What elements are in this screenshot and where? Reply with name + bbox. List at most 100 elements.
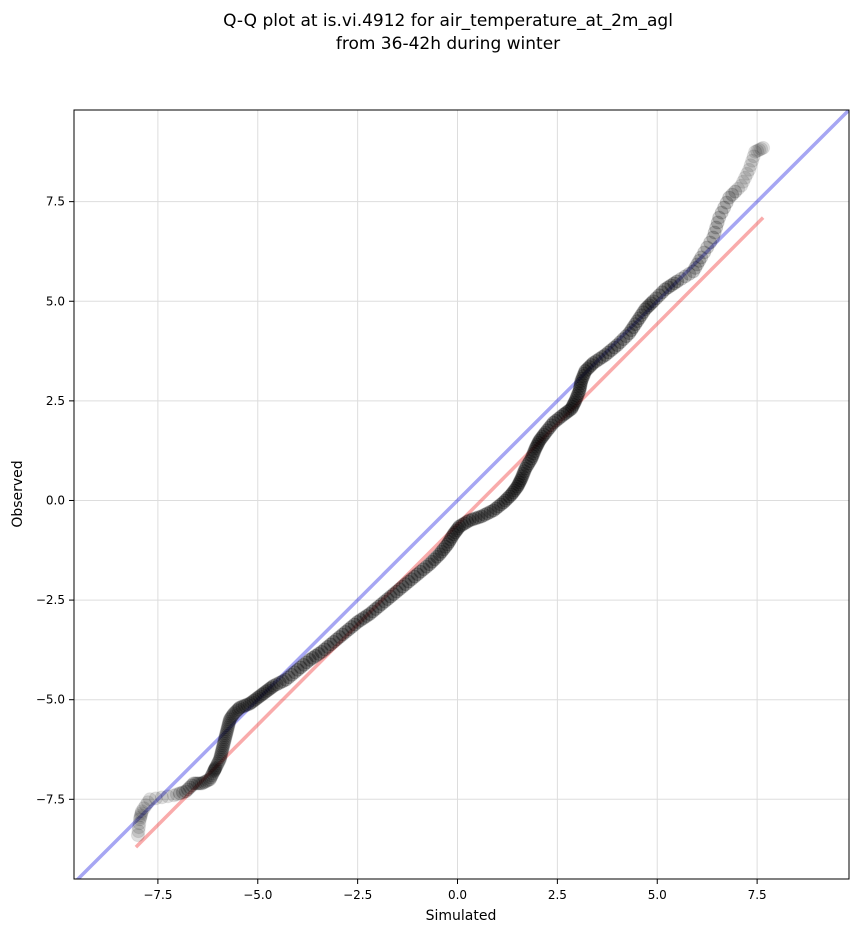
quantile-point bbox=[178, 784, 193, 799]
quantile-point bbox=[488, 501, 503, 516]
quantile-point bbox=[169, 787, 184, 802]
quantile-point bbox=[136, 801, 151, 816]
quantile-point bbox=[225, 708, 240, 723]
y-tick-label: 0.0 bbox=[46, 493, 65, 507]
quantile-point bbox=[416, 562, 431, 577]
quantile-point bbox=[344, 619, 359, 634]
quantile-point bbox=[380, 592, 395, 607]
quantile-point bbox=[448, 525, 463, 540]
quantile-point bbox=[216, 736, 231, 751]
quantile-point bbox=[138, 798, 153, 813]
quantile-point bbox=[465, 512, 480, 527]
quantile-point bbox=[192, 776, 207, 791]
quantile-point bbox=[750, 143, 765, 158]
quantile-point bbox=[296, 657, 311, 672]
quantile-point bbox=[208, 761, 223, 776]
quantile-point bbox=[302, 652, 317, 667]
quantile-point bbox=[692, 253, 707, 268]
quantile-point bbox=[459, 514, 474, 529]
quantile-point bbox=[148, 791, 163, 806]
quantile-point bbox=[222, 714, 237, 729]
quantile-point bbox=[613, 335, 628, 350]
quantile-point bbox=[703, 235, 718, 250]
quantile-point bbox=[745, 153, 760, 168]
quantile-point bbox=[218, 730, 233, 745]
quantile-point bbox=[209, 758, 224, 773]
quantile-point bbox=[142, 792, 157, 807]
quantile-point bbox=[368, 602, 383, 617]
quantile-point bbox=[432, 547, 447, 562]
quantile-point bbox=[326, 634, 341, 649]
quantile-point bbox=[407, 569, 422, 584]
quantile-point bbox=[742, 162, 757, 177]
quantile-point bbox=[624, 323, 639, 338]
quantile-point bbox=[231, 702, 246, 717]
quantile-point bbox=[578, 363, 593, 378]
quantile-point bbox=[510, 479, 525, 494]
quantile-point bbox=[240, 697, 255, 712]
quantile-point bbox=[248, 692, 263, 707]
y-tick-label: 2.5 bbox=[46, 394, 65, 408]
quantile-point bbox=[154, 790, 169, 805]
quantile-point bbox=[570, 388, 585, 403]
quantile-point bbox=[731, 181, 746, 196]
quantile-point bbox=[738, 170, 753, 185]
quantile-point bbox=[556, 407, 571, 422]
quantile-point bbox=[546, 415, 561, 430]
quantile-point bbox=[140, 795, 155, 810]
quantile-point bbox=[252, 689, 267, 704]
quantile-point bbox=[442, 534, 457, 549]
quantile-point bbox=[519, 459, 534, 474]
quantile-point bbox=[667, 276, 682, 291]
quantile-point bbox=[649, 291, 664, 306]
quantile-point bbox=[616, 332, 631, 347]
quantile-point bbox=[353, 613, 368, 628]
quantile-points bbox=[130, 140, 771, 843]
quantile-point bbox=[449, 523, 464, 538]
y-tick-label: −2.5 bbox=[36, 593, 65, 607]
quantile-point bbox=[134, 806, 149, 821]
quantile-point bbox=[542, 420, 557, 435]
quantile-point bbox=[607, 340, 622, 355]
x-tick-label: 7.5 bbox=[748, 888, 767, 902]
quantile-point bbox=[536, 427, 551, 442]
quantile-point bbox=[628, 317, 643, 332]
quantile-point bbox=[186, 776, 201, 791]
quantile-point bbox=[213, 750, 228, 765]
quantile-point bbox=[477, 507, 492, 522]
quantile-point bbox=[134, 804, 149, 819]
quantile-point bbox=[496, 495, 511, 510]
quantile-point bbox=[535, 429, 550, 444]
quantile-point bbox=[493, 497, 508, 512]
quantile-point bbox=[480, 506, 495, 521]
quantile-point bbox=[221, 718, 236, 733]
quantile-point bbox=[452, 519, 467, 534]
quantile-point bbox=[515, 469, 530, 484]
quantile-point bbox=[275, 674, 290, 689]
quantile-point bbox=[198, 774, 213, 789]
quantile-point bbox=[341, 622, 356, 637]
quantile-point bbox=[626, 320, 641, 335]
quantile-point bbox=[229, 703, 244, 718]
quantile-point bbox=[577, 366, 592, 381]
x-tick-label: 0.0 bbox=[448, 888, 467, 902]
quantile-point bbox=[566, 397, 581, 412]
quantile-point bbox=[166, 788, 181, 803]
quantile-point bbox=[513, 473, 528, 488]
quantile-point bbox=[371, 599, 386, 614]
quantile-point bbox=[592, 352, 607, 367]
quantile-point bbox=[256, 686, 271, 701]
quantile-point bbox=[221, 716, 236, 731]
quantile-point bbox=[471, 510, 486, 525]
quantile-point bbox=[131, 820, 146, 835]
quantile-point bbox=[454, 517, 469, 532]
chart-title-line-2: from 36-42h during winter bbox=[336, 34, 560, 54]
quantile-point bbox=[425, 554, 440, 569]
quantile-point bbox=[190, 776, 205, 791]
quantile-point bbox=[529, 439, 544, 454]
quantile-point bbox=[670, 274, 685, 289]
quantile-point bbox=[709, 220, 724, 235]
quantile-point bbox=[746, 149, 761, 164]
x-tick-label: −2.5 bbox=[343, 888, 372, 902]
